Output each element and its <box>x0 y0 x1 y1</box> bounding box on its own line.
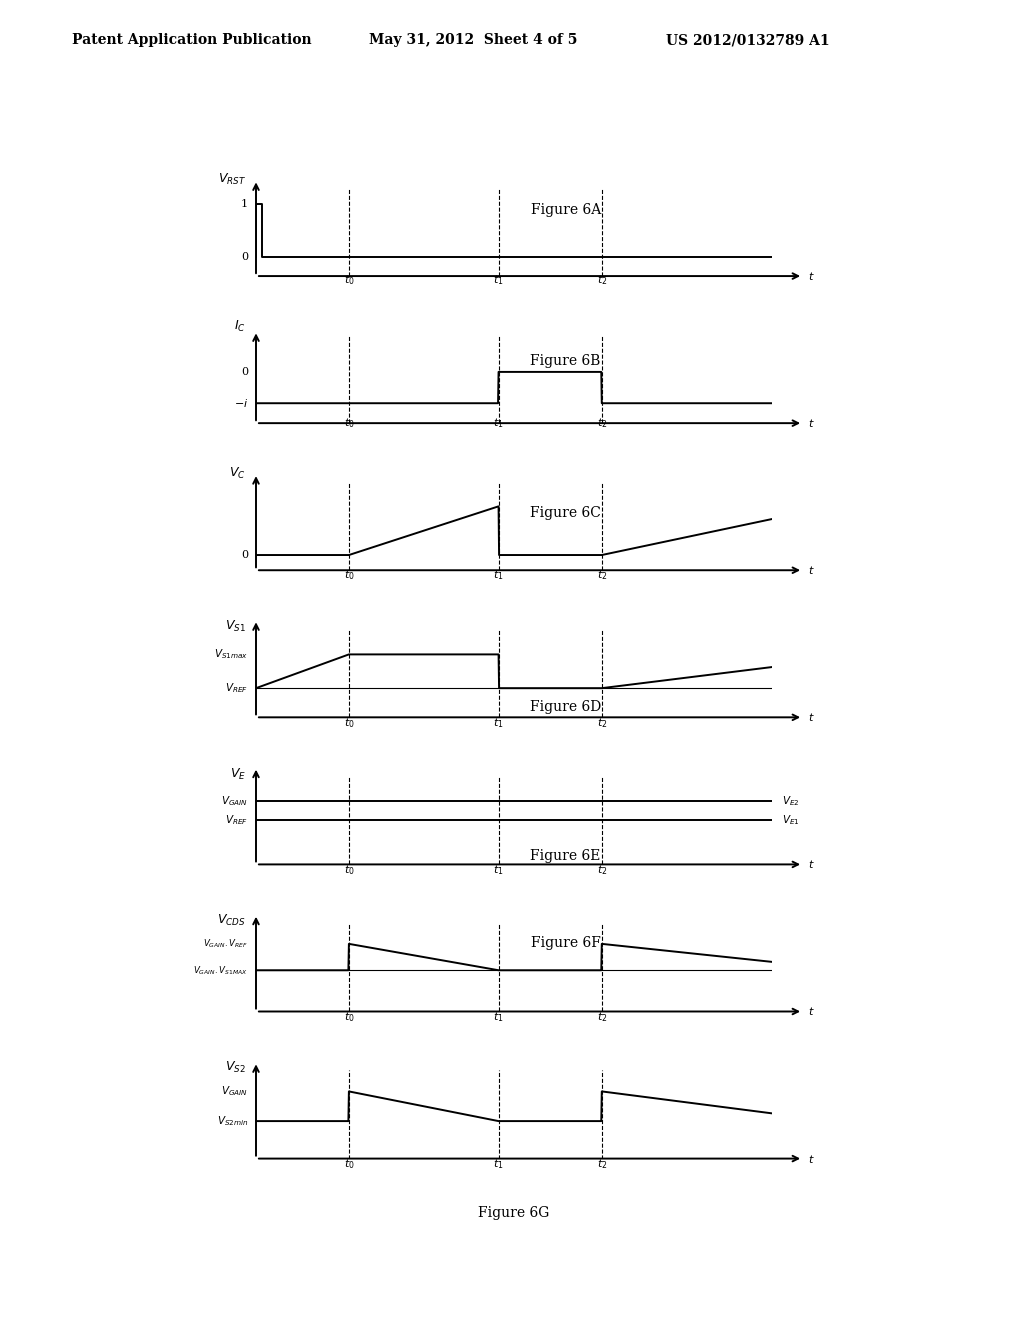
Text: $V_{E1}$: $V_{E1}$ <box>782 813 800 826</box>
Text: $V_{GAIN}$: $V_{GAIN}$ <box>221 795 248 808</box>
Text: $V_{CDS}$: $V_{CDS}$ <box>217 912 246 928</box>
Text: $V_{E2}$: $V_{E2}$ <box>782 795 800 808</box>
Text: $V_E$: $V_E$ <box>229 767 246 783</box>
Text: $t$: $t$ <box>808 417 815 429</box>
Text: Figure 6G: Figure 6G <box>478 1206 550 1220</box>
Text: $t_2$: $t_2$ <box>597 1011 607 1024</box>
Text: $V_{S2min}$: $V_{S2min}$ <box>217 1114 248 1129</box>
Text: $I_C$: $I_C$ <box>233 319 246 334</box>
Text: Patent Application Publication: Patent Application Publication <box>72 33 311 48</box>
Text: $t$: $t$ <box>808 858 815 870</box>
Text: $t_0$: $t_0$ <box>343 416 354 430</box>
Text: $V_{GAIN}.V_{S1MAX}$: $V_{GAIN}.V_{S1MAX}$ <box>194 964 248 977</box>
Text: $t_1$: $t_1$ <box>494 863 504 878</box>
Text: Figure 6F: Figure 6F <box>530 936 601 949</box>
Text: $t$: $t$ <box>808 564 815 577</box>
Text: $V_{GAIN}.V_{REF}$: $V_{GAIN}.V_{REF}$ <box>203 937 248 950</box>
Text: $t$: $t$ <box>808 271 815 282</box>
Text: $V_{REF}$: $V_{REF}$ <box>225 813 248 826</box>
Text: $t_1$: $t_1$ <box>494 273 504 288</box>
Text: $t_0$: $t_0$ <box>343 1011 354 1024</box>
Text: $t$: $t$ <box>808 711 815 723</box>
Text: $V_{S1max}$: $V_{S1max}$ <box>214 648 248 661</box>
Text: Figure 6A: Figure 6A <box>530 203 601 216</box>
Text: 1: 1 <box>241 199 248 209</box>
Text: 0: 0 <box>241 367 248 378</box>
Text: 0: 0 <box>241 252 248 263</box>
Text: 0: 0 <box>241 550 248 560</box>
Text: $V_{S1}$: $V_{S1}$ <box>225 619 246 634</box>
Text: $-i$: $-i$ <box>233 397 248 409</box>
Text: May 31, 2012  Sheet 4 of 5: May 31, 2012 Sheet 4 of 5 <box>369 33 577 48</box>
Text: $t$: $t$ <box>808 1006 815 1018</box>
Text: $t_2$: $t_2$ <box>597 569 607 582</box>
Text: Figure 6C: Figure 6C <box>530 506 601 520</box>
Text: $t_1$: $t_1$ <box>494 1011 504 1024</box>
Text: $V_C$: $V_C$ <box>229 466 246 482</box>
Text: $t_0$: $t_0$ <box>343 717 354 730</box>
Text: $t_0$: $t_0$ <box>343 863 354 878</box>
Text: $t_1$: $t_1$ <box>494 416 504 430</box>
Text: $t$: $t$ <box>808 1152 815 1164</box>
Text: $V_{GAIN}$: $V_{GAIN}$ <box>221 1085 248 1098</box>
Text: $t_2$: $t_2$ <box>597 863 607 878</box>
Text: $t_2$: $t_2$ <box>597 416 607 430</box>
Text: $V_{S2}$: $V_{S2}$ <box>225 1060 246 1074</box>
Text: $t_2$: $t_2$ <box>597 717 607 730</box>
Text: $V_{REF}$: $V_{REF}$ <box>225 681 248 696</box>
Text: $t_1$: $t_1$ <box>494 717 504 730</box>
Text: $t_2$: $t_2$ <box>597 273 607 288</box>
Text: $t_0$: $t_0$ <box>343 1158 354 1171</box>
Text: $t_1$: $t_1$ <box>494 1158 504 1171</box>
Text: $t_2$: $t_2$ <box>597 1158 607 1171</box>
Text: Figure 6E: Figure 6E <box>530 849 601 862</box>
Text: $t_1$: $t_1$ <box>494 569 504 582</box>
Text: Figure 6B: Figure 6B <box>530 354 601 368</box>
Text: Figure 6D: Figure 6D <box>530 700 601 714</box>
Text: $t_0$: $t_0$ <box>343 569 354 582</box>
Text: US 2012/0132789 A1: US 2012/0132789 A1 <box>666 33 829 48</box>
Text: $V_{RST}$: $V_{RST}$ <box>217 172 246 187</box>
Text: $t_0$: $t_0$ <box>343 273 354 288</box>
